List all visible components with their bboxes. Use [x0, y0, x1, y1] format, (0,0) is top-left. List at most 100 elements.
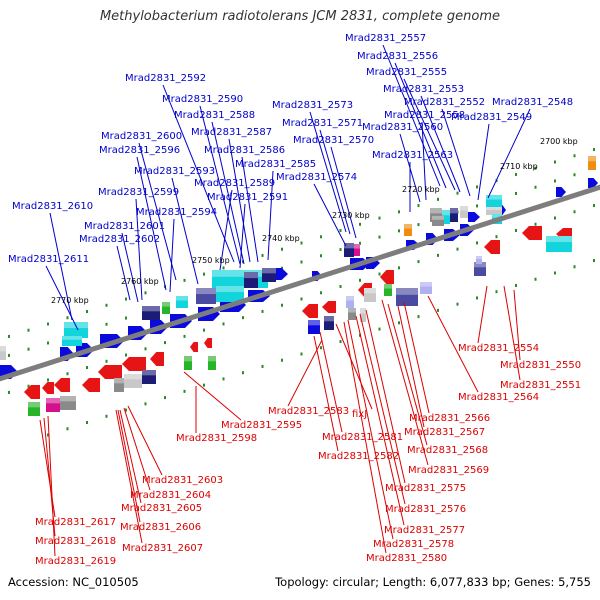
gene-box	[46, 398, 60, 412]
gene-label-top: Mrad2831_2591	[207, 192, 288, 203]
track-dot	[183, 278, 186, 282]
track-dot	[105, 359, 108, 363]
gene-arrow-reverse	[150, 352, 164, 366]
kbp-marker: 2760 kbp	[121, 277, 159, 286]
leader-line	[420, 95, 461, 193]
track-dot	[593, 259, 595, 263]
track-dot	[183, 389, 186, 393]
gene-label-bottom: Mrad2831_2551	[500, 380, 581, 391]
track-dot	[339, 229, 342, 233]
leader-line	[183, 371, 242, 421]
leader-line	[219, 189, 233, 271]
kbp-marker: 2770 kbp	[51, 296, 89, 305]
track-dot	[86, 366, 88, 370]
gene-box	[124, 374, 142, 388]
track-dot	[573, 265, 576, 269]
gene-label-top: Mrad2831_2599	[98, 187, 179, 198]
leader-line	[136, 156, 167, 291]
gene-label-top: Mrad2831_2573	[272, 100, 353, 111]
track-dot	[66, 316, 69, 320]
leader-line	[47, 415, 56, 557]
track-dot	[573, 210, 576, 214]
gene-label-bottom: Mrad2831_2578	[373, 539, 454, 550]
gene-arrow-reverse	[322, 301, 336, 313]
leader-line	[121, 232, 139, 303]
leader-line	[513, 289, 521, 361]
track-dot	[47, 433, 49, 437]
track-dot	[476, 241, 478, 245]
track-dot	[203, 383, 205, 387]
leader-line	[394, 62, 447, 189]
leader-line	[403, 78, 456, 191]
track-dot	[554, 179, 556, 183]
gene-label-bottom: Mrad2831_2580	[366, 553, 447, 564]
gene-box	[142, 306, 160, 320]
gene-box	[142, 370, 156, 384]
kbp-marker: 2700 kbp	[540, 137, 578, 146]
gene-label-top: Mrad2831_2594	[136, 207, 217, 218]
track-dot	[47, 378, 49, 382]
leader-line	[403, 301, 430, 414]
genome-title: Methylobacterium radiotolerans JCM 2831,…	[99, 9, 501, 24]
track-dot	[515, 172, 517, 176]
gene-label-top: Mrad2831_2586	[204, 145, 285, 156]
track-dot	[203, 272, 205, 276]
gene-box	[308, 320, 320, 334]
track-dot	[417, 315, 420, 319]
track-dot	[66, 372, 69, 376]
track-dot	[398, 266, 400, 270]
track-dot	[476, 296, 478, 300]
gene-label-bottom: Mrad2831_2576	[385, 504, 466, 515]
gene-label-bottom: Mrad2831_2606	[120, 522, 201, 533]
kbp-marker: 2740 kbp	[262, 234, 300, 243]
gene-arrow-reverse	[380, 270, 394, 284]
gene-label-bottom: Mrad2831_2581	[322, 432, 403, 443]
leader-line	[319, 129, 351, 235]
track-dot	[164, 341, 166, 345]
gene-label-top: Mrad2831_2570	[293, 135, 374, 146]
gene-label-top: Mrad2831_2602	[79, 234, 160, 245]
gene-label-top: Mrad2831_2563	[372, 150, 453, 161]
track-dot	[573, 154, 576, 158]
track-dot	[261, 253, 264, 257]
track-dot	[47, 322, 49, 326]
gene-arrow-reverse	[484, 240, 500, 254]
gene-label-bottom: Mrad2831_2598	[176, 433, 257, 444]
track-dot	[398, 321, 400, 325]
track-dot	[125, 297, 127, 301]
gene-label-bottom: Mrad2831_2619	[35, 556, 116, 567]
gene-arrow-reverse	[190, 342, 198, 352]
leader-line	[421, 121, 427, 201]
gene-arrow-forward	[588, 178, 598, 188]
track-dot	[144, 291, 147, 295]
leader-line	[313, 335, 339, 452]
gene-box	[486, 207, 502, 215]
leader-line	[319, 331, 343, 433]
gene-box	[404, 224, 412, 236]
track-dot	[261, 309, 264, 313]
track-dot	[300, 297, 303, 301]
gene-label-top: Mrad2831_2553	[383, 84, 464, 95]
leader-line	[119, 409, 142, 504]
gene-arrow-forward	[468, 212, 480, 222]
track-dot	[456, 191, 459, 195]
track-dot	[183, 334, 186, 338]
track-dot	[8, 353, 10, 357]
leader-line	[477, 123, 490, 201]
gene-box	[196, 288, 216, 304]
leader-line	[382, 44, 441, 187]
track-dot	[515, 228, 517, 232]
leader-line	[116, 245, 131, 301]
leader-line	[171, 177, 199, 285]
track-dot	[359, 222, 361, 226]
gene-label-bottom: Mrad2831_2605	[121, 503, 202, 514]
gene-box	[208, 356, 216, 370]
leader-line	[487, 108, 531, 199]
gene-arrow-reverse	[42, 382, 54, 394]
leader-line	[387, 303, 428, 446]
gene-label-top: Mrad2831_2610	[12, 201, 93, 212]
leader-line	[138, 142, 177, 281]
track-dot	[534, 185, 537, 189]
gene-label-top: Mrad2831_2596	[99, 145, 180, 156]
